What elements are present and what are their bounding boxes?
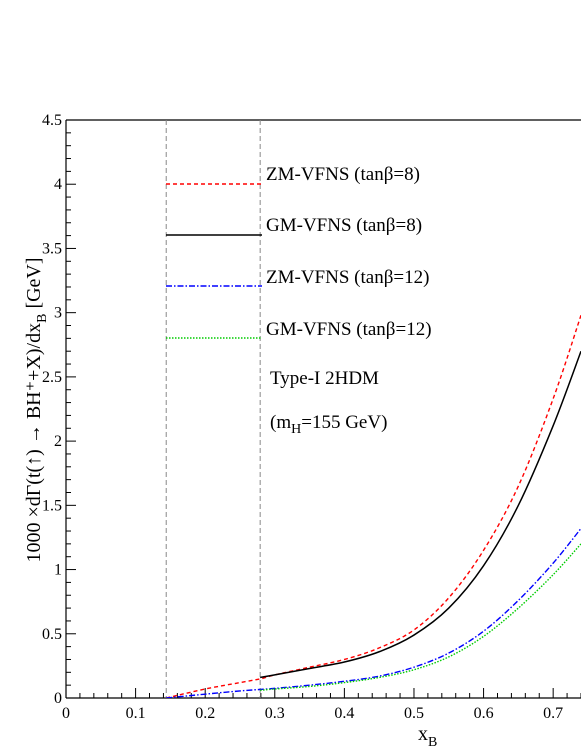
y-tick-label: 3 — [54, 305, 62, 322]
annotation-model: Type-I 2HDM — [270, 368, 379, 389]
legend-label-gm-vfns-tanb8: GM-VFNS (tanβ=8) — [266, 215, 422, 236]
y-tick-label: 2 — [54, 433, 62, 450]
annotations: Type-I 2HDM (mH=155 GeV) — [270, 368, 387, 437]
vertical-reference-lines — [165, 120, 261, 698]
y-tick-label: 1 — [54, 562, 62, 579]
y-tick-label: 4.5 — [42, 112, 62, 129]
series-line-zm-vfns-tanb8 — [166, 315, 581, 698]
y-tick-label: 4 — [54, 176, 62, 193]
y-axis-title: 1000 ×dΓ(t(↑) → BH⁺+X)/dxB [GeV] — [23, 257, 50, 562]
series-layer — [166, 315, 581, 698]
x-axis-title-subscript: B — [428, 735, 437, 750]
series-line-gm-vfns-tanb12 — [260, 543, 581, 691]
x-axis-title: xB — [418, 723, 437, 750]
x-tick-label: 0.1 — [126, 705, 146, 722]
x-tick-label: 0.6 — [474, 705, 494, 722]
x-tick-label: 0.4 — [334, 705, 354, 722]
x-axis-title-main: x — [418, 723, 428, 745]
x-tick-label: 0.2 — [195, 705, 215, 722]
y-tick-label: 3.5 — [42, 240, 62, 257]
legend-label-gm-vfns-tanb12: GM-VFNS (tanβ=12) — [266, 319, 432, 340]
x-tick-label: 0 — [62, 705, 70, 722]
legend: ZM-VFNS (tanβ=8) GM-VFNS (tanβ=8) ZM-VFNS … — [166, 164, 432, 340]
series-line-zm-vfns-tanb12 — [166, 528, 581, 698]
x-tick-label: 0.3 — [265, 705, 285, 722]
series-line-gm-vfns-tanb8 — [260, 350, 581, 679]
y-tick-label: 2.5 — [42, 369, 62, 386]
x-tick-label: 0.7 — [543, 705, 563, 722]
x-tick-label: 0.5 — [404, 705, 424, 722]
legend-label-zm-vfns-tanb12: ZM-VFNS (tanβ=12) — [266, 267, 429, 288]
legend-label-zm-vfns-tanb8: ZM-VFNS (tanβ=8) — [266, 164, 420, 185]
y-tick-label: 0.5 — [42, 626, 62, 643]
axis-ticks: 0 0.1 0.2 0.3 0.4 0.5 0.6 0.7 0 0.5 1 1.5 2 2.5 3 3.5 4 4… — [42, 112, 581, 722]
annotation-mass: (mH=155 GeV) — [270, 412, 387, 437]
y-tick-label: 0 — [54, 690, 62, 707]
y-tick-label: 1.5 — [42, 497, 62, 514]
